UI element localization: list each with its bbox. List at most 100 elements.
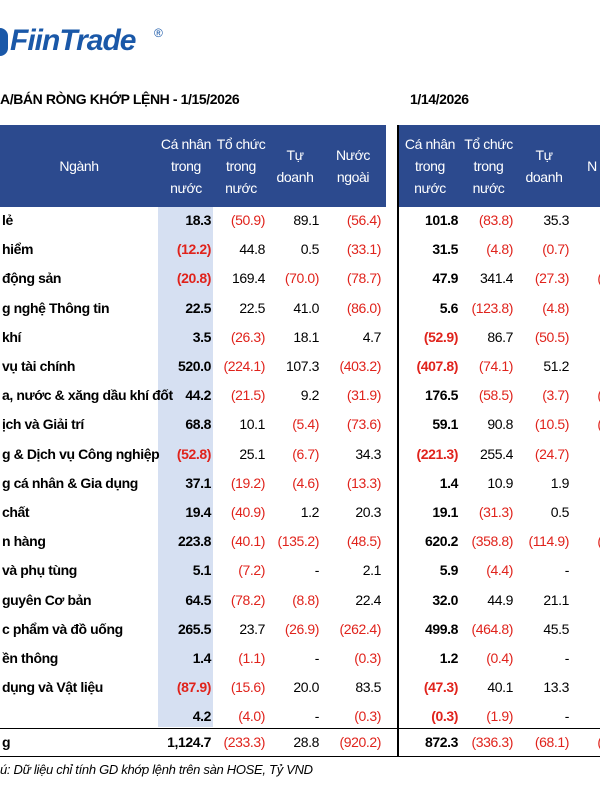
value-cell: (4.0) [238,708,265,725]
value-cell: 22.4 [355,591,381,608]
sector-label: ền thông [2,650,58,666]
value-cell: 107.3 [285,358,319,374]
value-cell: 176.5 [424,387,458,404]
column-header: Tự doanh [525,147,563,185]
value-cell: (0.3) [354,650,381,666]
value-cell: 3.5 [192,328,212,345]
sector-label: g cá nhân & Gia dụng [2,474,138,491]
value-cell: 520.0 [177,358,211,374]
column-header: Nước ngoài [335,147,371,185]
value-cell: 499.8 [424,620,458,637]
column-header: Tổ chức trong nước [464,136,513,196]
value-cell: (26.3) [230,328,266,345]
value-cell: 45.5 [543,620,569,637]
value-cell: (403.2) [339,358,381,374]
value-cell: 13.3 [543,679,569,696]
value-cell: (0.4) [486,650,513,666]
value-cell: 18.3 [185,212,211,228]
column-header: Cá nhân trong nước [404,136,456,196]
value-cell: 28.8 [293,734,319,750]
column-header: Tự doanh [276,147,314,185]
value-cell: (21.5) [230,387,266,404]
value-cell: 1.9 [550,474,570,491]
value-cell: 1 [572,298,600,318]
header-bg [398,125,600,207]
value-cell: 5.6 [439,299,459,316]
total-line [0,756,600,757]
value-cell: (13.3) [346,474,382,491]
total-line [0,728,600,729]
value-cell: 18.1 [293,328,319,345]
column-header: Tổ chức trong nước [216,136,266,196]
value-cell: 47.9 [432,270,458,287]
value-cell: - [564,708,570,725]
value-cell: 22.5 [185,299,211,316]
value-cell: (87.9) [176,679,212,696]
value-cell: (56.4) [346,212,382,228]
value-cell: (1.9) [486,708,513,725]
value-cell: (50.9) [230,212,266,228]
value-cell: (358.8) [471,533,513,550]
value-cell: (19.2) [230,474,266,491]
value-cell: (52.9) [423,328,459,345]
value-cell: (135.2) [277,533,319,550]
value-cell: 169.4 [231,270,265,287]
value-cell: (4 [572,732,600,752]
value-cell: 59.1 [432,416,458,433]
value-cell: 1.2 [439,650,459,666]
sector-label: g [2,734,11,750]
value-cell: (224.1) [223,358,265,374]
value-cell: 19.4 [185,504,211,520]
value-cell: (10.5) [534,416,570,433]
value-cell: 20.0 [293,679,319,696]
value-cell: (4.6) [292,474,319,491]
sector-label: và phụ tùng [2,562,77,579]
value-cell: (78.2) [230,591,266,608]
value-cell: (52.8) [176,445,212,462]
logo-icon [0,28,8,56]
value-cell: (6.7) [292,445,319,462]
value-cell: (24.7) [534,445,570,462]
value-cell: (3 [572,268,600,288]
value-cell: 90.8 [487,416,513,433]
value-cell: 9.2 [300,387,320,404]
value-cell: (33.1) [346,241,382,258]
sector-label: động sản [2,270,62,287]
value-cell: 40.1 [487,679,513,696]
value-cell: (73.6) [346,416,382,433]
value-cell: 34.3 [355,445,381,462]
value-cell: 1.2 [300,504,320,520]
value-cell: (114.9) [528,533,569,550]
sector-label: chất [2,504,30,520]
value-cell: (0.3) [431,708,458,725]
value-cell: (7.2) [238,562,265,579]
value-cell: - [564,650,570,666]
sector-label: n hàng [2,533,46,550]
value-cell: (20.8) [176,270,212,287]
column-header: Ngành [59,158,99,174]
table-border [397,125,399,757]
value-cell: 223.8 [177,533,211,550]
value-cell: 10.1 [239,416,265,433]
value-cell: 0.5 [300,241,320,258]
value-cell: 5.1 [192,562,212,579]
sector-label: c phẩm và đồ uống [2,620,123,637]
value-cell: (78.7) [346,270,382,287]
value-cell: 255.4 [479,445,513,462]
value-cell: (12.2) [176,241,212,258]
sector-label: dụng và Vật liệu [2,679,103,696]
value-cell: - [314,708,320,725]
sector-label: ịch và Giải trí [2,416,84,433]
sector-label: khí [2,328,22,345]
value-cell: (0.3) [354,708,381,725]
value-cell: (5.4) [292,416,319,433]
value-cell: 19.1 [432,504,458,520]
value-cell: 35.3 [543,212,569,228]
value-cell: 44.9 [487,591,513,608]
value-cell: (40.9) [230,504,266,520]
value-cell: (4.8) [486,241,513,258]
value-cell: 620.2 [424,533,458,550]
value-cell: (83.8) [478,212,514,228]
column-highlight [158,207,213,727]
value-cell: (47.3) [423,679,459,696]
